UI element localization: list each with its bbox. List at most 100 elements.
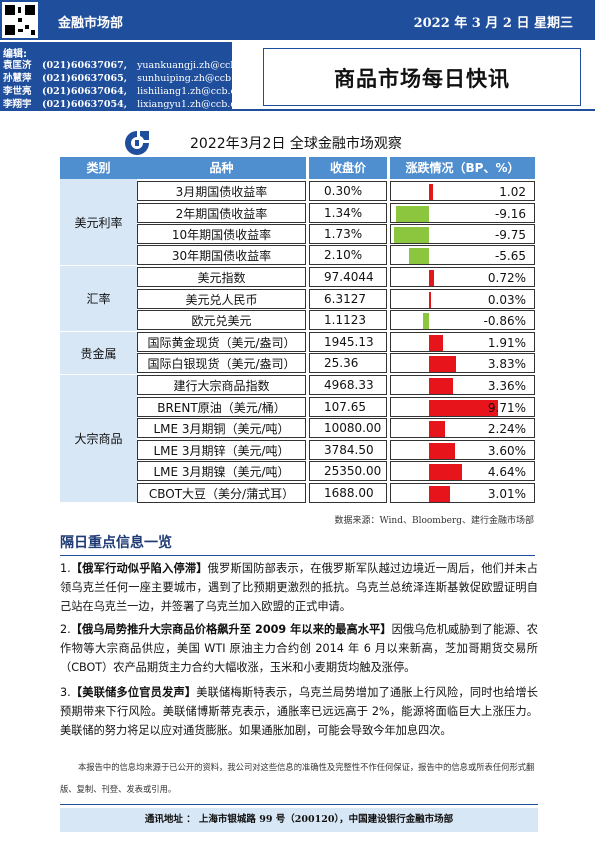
department-name: 金融市场部	[58, 16, 124, 31]
change-bar	[429, 270, 435, 286]
change-value: 0.03%	[487, 293, 526, 307]
editors-label: 编辑:	[3, 49, 27, 60]
close-value: 0.30%	[309, 181, 387, 201]
news-body: 美联储梅斯特表示，乌克兰局势增加了通胀上行风险，同时也给增长预期带来下行风险。美…	[60, 686, 538, 737]
change-value: -9.16	[494, 207, 526, 221]
editor-name: 李翔宇	[3, 99, 32, 110]
change-value: -0.86%	[483, 314, 526, 328]
change-value: -5.65	[494, 249, 526, 263]
column-header-close: 收盘价	[309, 157, 387, 179]
divider	[0, 40, 595, 42]
editor-name: 李世亮	[3, 86, 32, 97]
change-value: 4.64%	[487, 465, 526, 479]
change-cell: 0.72%	[390, 267, 535, 287]
change-cell: -5.65	[390, 245, 535, 265]
editor-block: 编辑: 袁匡济 (021)60637067, yuankuangji.zh@cc…	[0, 42, 260, 111]
editor-phone: (021)60637064,	[42, 86, 128, 97]
section-title: 隔日重点信息一览	[60, 535, 172, 551]
editor-name: 孙慧萍	[3, 73, 32, 84]
close-value: 97.4044	[309, 267, 387, 287]
report-title: 商品市场每日快讯	[334, 67, 510, 91]
close-value: 1.1123	[309, 310, 387, 330]
change-value: 1.91%	[487, 336, 526, 350]
change-bar	[429, 486, 451, 502]
change-bar	[396, 206, 429, 222]
change-cell: 3.36%	[390, 375, 535, 395]
change-value: 3.83%	[487, 357, 526, 371]
divider	[232, 109, 595, 111]
change-value: 3.60%	[487, 444, 526, 458]
report-title-box: 商品市场每日快讯	[263, 48, 581, 106]
column-header-item: 品种	[137, 157, 306, 179]
editor-row: 李世亮 (021)60637064, lishiliang1.zh@ccb.co…	[3, 83, 251, 97]
change-bar	[429, 292, 431, 308]
change-value: 3.36%	[487, 379, 526, 393]
news-index: 3.	[60, 686, 71, 699]
change-cell: 1.02	[390, 181, 535, 201]
editor-phone: (021)60637065,	[42, 73, 128, 84]
column-header-change: 涨跌情况（BP、%）	[390, 157, 535, 179]
divider	[60, 555, 535, 556]
item-name: 10年期国债收益率	[137, 224, 306, 244]
change-bar	[429, 335, 443, 351]
close-value: 3784.50	[309, 440, 387, 460]
close-value: 2.10%	[309, 245, 387, 265]
news-headline: 【美联储多位官员发声】	[70, 686, 197, 699]
news-headline: 【俄乌局势推升大宗商品价格飙升至 2009 年以来的最高水平】	[70, 623, 392, 636]
news-index: 1.	[60, 562, 71, 575]
item-name: LME 3月期镍（美元/吨）	[137, 461, 306, 481]
report-date: 2022 年 3 月 2 日 星期三	[413, 16, 573, 31]
change-bar	[429, 443, 455, 459]
close-value: 4968.33	[309, 375, 387, 395]
editor-email[interactable]: lishiliang1.zh@ccb.com	[137, 86, 251, 97]
close-value: 1.34%	[309, 203, 387, 223]
editor-email[interactable]: lixiangyu1.zh@ccb.com	[137, 99, 251, 110]
news-item: 3.【美联储多位官员发声】美联储梅斯特表示，乌克兰局势增加了通胀上行风险，同时也…	[60, 683, 538, 740]
editor-email[interactable]: yuankuangji.zh@ccb.com	[137, 60, 260, 71]
item-name: 国际黄金现货（美元/盎司）	[137, 332, 306, 352]
change-value: 0.72%	[487, 271, 526, 285]
news-headline: 【俄军行动似乎陷入停滞】	[70, 562, 208, 575]
change-bar	[393, 227, 429, 243]
data-source: 数据来源：Wind、Bloomberg、建行金融市场部	[334, 516, 534, 526]
change-value: 1.02	[499, 185, 526, 199]
item-name: 美元指数	[137, 267, 306, 287]
item-name: LME 3月期锌（美元/吨）	[137, 440, 306, 460]
close-value: 10080.00	[309, 418, 387, 438]
change-cell: -9.75	[390, 224, 535, 244]
close-value: 25350.00	[309, 461, 387, 481]
change-bar	[429, 184, 433, 200]
editor-row: 孙慧萍 (021)60637065, sunhuiping.zh@ccb.com	[3, 70, 254, 84]
category-usd-rates: 美元利率	[60, 179, 137, 266]
item-name: LME 3月期铜（美元/吨）	[137, 418, 306, 438]
header-bar: 金融市场部 2022 年 3 月 2 日 星期三	[0, 0, 595, 40]
qr-code-icon	[2, 2, 38, 38]
item-name: 30年期国债收益率	[137, 245, 306, 265]
disclaimer: 本报告中的信息均来源于已公开的资料，我公司对这些信息的准确性及完整性不作任何保证…	[60, 762, 535, 794]
change-bar	[422, 313, 429, 329]
close-value: 25.36	[309, 353, 387, 373]
item-name: 国际白银现货（美元/盎司）	[137, 353, 306, 373]
table-title: 2022年3月2日 全球金融市场观察	[190, 136, 402, 152]
close-value: 107.65	[309, 397, 387, 417]
change-cell: -9.16	[390, 203, 535, 223]
change-bar	[429, 421, 445, 437]
divider	[60, 804, 538, 805]
item-name: 美元兑人民币	[137, 289, 306, 309]
news-body: 因俄乌危机威胁到了能源、农作物等大宗商品供应，美国 WTI 原油主力合约创 20…	[60, 623, 538, 674]
close-value: 1.73%	[309, 224, 387, 244]
editor-row: 袁匡济 (021)60637067, yuankuangji.zh@ccb.co…	[3, 57, 260, 71]
change-cell: 3.01%	[390, 483, 535, 503]
news-item: 2.【俄乌局势推升大宗商品价格飙升至 2009 年以来的最高水平】因俄乌危机威胁…	[60, 620, 538, 677]
change-cell: 2.24%	[390, 418, 535, 438]
item-name: BRENT原油（美元/桶）	[137, 397, 306, 417]
item-name: 建行大宗商品指数	[137, 375, 306, 395]
change-cell: 3.60%	[390, 440, 535, 460]
change-cell: 9.71%	[390, 397, 535, 417]
editor-email[interactable]: sunhuiping.zh@ccb.com	[137, 73, 255, 84]
column-header-category: 类别	[60, 157, 137, 179]
change-value: 2.24%	[487, 422, 526, 436]
bank-logo-icon	[125, 131, 149, 155]
item-name: CBOT大豆（美分/蒲式耳）	[137, 483, 306, 503]
item-name: 欧元兑美元	[137, 310, 306, 330]
